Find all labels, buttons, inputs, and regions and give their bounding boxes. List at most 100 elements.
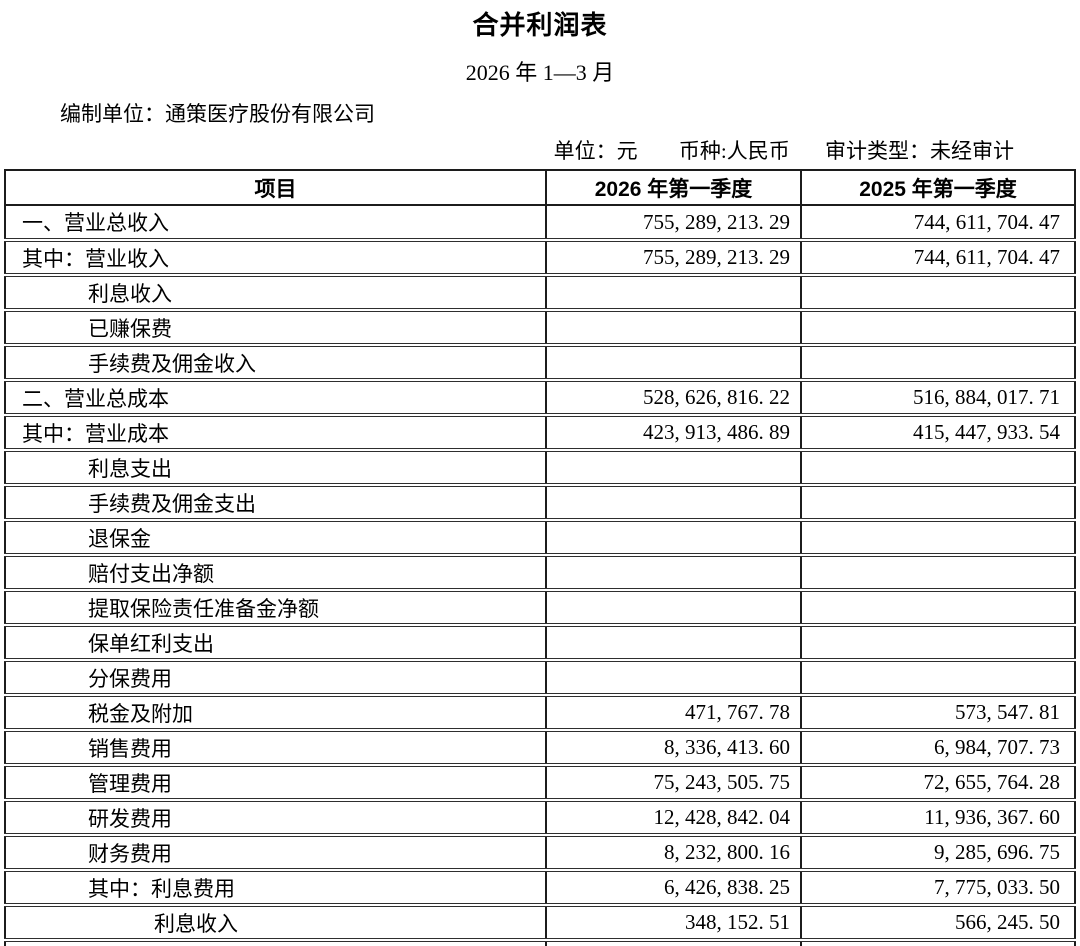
value-cell-2025: 11, 936, 367. 60 xyxy=(800,798,1076,836)
value-cell-2025 xyxy=(800,518,1076,556)
item-cell: 已赚保费 xyxy=(4,308,547,346)
table-row: 赔付支出净额 xyxy=(4,553,1076,591)
value-cell-2026: 6, 426, 838. 25 xyxy=(545,868,802,906)
value-cell-2025: 516, 884, 017. 71 xyxy=(800,378,1076,416)
item-cell: 研发费用 xyxy=(4,798,547,836)
value-cell-2025: 72, 655, 764. 28 xyxy=(800,763,1076,801)
table-row: 分保费用 xyxy=(4,658,1076,696)
item-cell: 提取保险责任准备金净额 xyxy=(4,588,547,626)
value-cell-2026 xyxy=(545,553,802,591)
value-cell-2025 xyxy=(800,553,1076,591)
value-cell-2026: 755, 289, 213. 29 xyxy=(545,238,802,276)
value-cell-2026 xyxy=(545,658,802,696)
value-cell-2026: 12, 428, 842. 04 xyxy=(545,798,802,836)
item-cell: 其中：营业收入 xyxy=(4,238,547,276)
value-cell-2026: 8, 336, 413. 60 xyxy=(545,728,802,766)
item-cell: 分保费用 xyxy=(4,658,547,696)
value-cell-2025: 744, 611, 704. 47 xyxy=(800,204,1076,241)
item-cell: 销售费用 xyxy=(4,728,547,766)
value-cell-2026: 755, 289, 213. 29 xyxy=(545,204,802,241)
income-statement-table: 项目 2026 年第一季度 2025 年第一季度 一、营业总收入 755, 28… xyxy=(4,169,1076,946)
table-header: 项目 2026 年第一季度 2025 年第一季度 xyxy=(4,169,1076,206)
value-cell-2026: 423, 913, 486. 89 xyxy=(545,413,802,451)
item-cell: 一、营业总收入 xyxy=(4,204,547,241)
table-row: 保单红利支出 xyxy=(4,623,1076,661)
item-cell: 利息支出 xyxy=(4,448,547,486)
unit-label: 单位：元 xyxy=(553,139,638,163)
prepared-by: 编制单位：通策医疗股份有限公司 xyxy=(60,102,375,126)
value-cell-2026: 8, 232, 800. 16 xyxy=(545,833,802,871)
value-cell-2025 xyxy=(800,623,1076,661)
table-row: 手续费及佣金支出 xyxy=(4,483,1076,521)
value-cell-2026 xyxy=(545,623,802,661)
value-cell-2025: 6, 984, 707. 73 xyxy=(800,728,1076,766)
value-cell-2025 xyxy=(800,448,1076,486)
item-cell: 二、营业总成本 xyxy=(4,378,547,416)
report-period: 2026 年 1—3 月 xyxy=(465,60,615,85)
audit-type-label: 审计类型：未经审计 xyxy=(825,139,1014,163)
table-row: 其中：利息费用 6, 426, 838. 25 7, 775, 033. 50 xyxy=(4,868,1076,906)
table-row: 其中：营业收入 755, 289, 213. 29 744, 611, 704.… xyxy=(4,238,1076,276)
value-cell-2026 xyxy=(545,483,802,521)
value-cell-2026: 471, 767. 78 xyxy=(545,693,802,731)
value-cell-2026 xyxy=(545,308,802,346)
table-row: 已赚保费 xyxy=(4,308,1076,346)
item-cell: 手续费及佣金收入 xyxy=(4,343,547,381)
item-cell: 赔付支出净额 xyxy=(4,553,547,591)
item-cell xyxy=(4,938,547,946)
column-header-item: 项目 xyxy=(4,169,547,206)
table-row: 税金及附加 471, 767. 78 573, 547. 81 xyxy=(4,693,1076,731)
item-cell: 利息收入 xyxy=(4,273,547,311)
item-cell: 退保金 xyxy=(4,518,547,556)
table-row: 其中：营业成本 423, 913, 486. 89 415, 447, 933.… xyxy=(4,413,1076,451)
table-body: 一、营业总收入 755, 289, 213. 29 744, 611, 704.… xyxy=(4,204,1076,946)
item-cell: 其中：营业成本 xyxy=(4,413,547,451)
column-header-2025: 2025 年第一季度 xyxy=(800,169,1076,206)
value-cell-2025 xyxy=(800,588,1076,626)
currency-label: 币种:人民币 xyxy=(678,139,790,163)
value-cell-2025 xyxy=(800,343,1076,381)
item-cell: 税金及附加 xyxy=(4,693,547,731)
value-cell-2025 xyxy=(800,308,1076,346)
table-row: 利息支出 xyxy=(4,448,1076,486)
table-row: 利息收入 xyxy=(4,273,1076,311)
value-cell-2025: 566, 245. 50 xyxy=(800,903,1076,941)
value-cell-2025 xyxy=(800,273,1076,311)
table-row: 财务费用 8, 232, 800. 16 9, 285, 696. 75 xyxy=(4,833,1076,871)
value-cell-2025: 7, 775, 033. 50 xyxy=(800,868,1076,906)
table-row: 退保金 xyxy=(4,518,1076,556)
column-header-2026: 2026 年第一季度 xyxy=(545,169,802,206)
meta-line: 单位：元 币种:人民币 审计类型：未经审计 xyxy=(0,137,1080,166)
value-cell-2026 xyxy=(545,938,802,946)
table-row: 二、营业总成本 528, 626, 816. 22 516, 884, 017.… xyxy=(4,378,1076,416)
value-cell-2025 xyxy=(800,938,1076,946)
table-row: 管理费用 75, 243, 505. 75 72, 655, 764. 28 xyxy=(4,763,1076,801)
table-row-partial xyxy=(4,938,1076,946)
value-cell-2025: 9, 285, 696. 75 xyxy=(800,833,1076,871)
table-row: 一、营业总收入 755, 289, 213. 29 744, 611, 704.… xyxy=(4,204,1076,241)
item-cell: 财务费用 xyxy=(4,833,547,871)
value-cell-2025: 573, 547. 81 xyxy=(800,693,1076,731)
table-row: 手续费及佣金收入 xyxy=(4,343,1076,381)
item-cell: 保单红利支出 xyxy=(4,623,547,661)
value-cell-2026 xyxy=(545,588,802,626)
value-cell-2025 xyxy=(800,658,1076,696)
item-cell: 管理费用 xyxy=(4,763,547,801)
item-cell: 手续费及佣金支出 xyxy=(4,483,547,521)
table-row: 提取保险责任准备金净额 xyxy=(4,588,1076,626)
value-cell-2025: 744, 611, 704. 47 xyxy=(800,238,1076,276)
table-row: 研发费用 12, 428, 842. 04 11, 936, 367. 60 xyxy=(4,798,1076,836)
item-cell: 其中：利息费用 xyxy=(4,868,547,906)
value-cell-2026 xyxy=(545,273,802,311)
table-row: 销售费用 8, 336, 413. 60 6, 984, 707. 73 xyxy=(4,728,1076,766)
value-cell-2026: 528, 626, 816. 22 xyxy=(545,378,802,416)
value-cell-2026: 75, 243, 505. 75 xyxy=(545,763,802,801)
item-cell: 利息收入 xyxy=(4,903,547,941)
table-row: 利息收入 348, 152. 51 566, 245. 50 xyxy=(4,903,1076,941)
value-cell-2026: 348, 152. 51 xyxy=(545,903,802,941)
value-cell-2026 xyxy=(545,448,802,486)
value-cell-2026 xyxy=(545,518,802,556)
value-cell-2025: 415, 447, 933. 54 xyxy=(800,413,1076,451)
value-cell-2025 xyxy=(800,483,1076,521)
